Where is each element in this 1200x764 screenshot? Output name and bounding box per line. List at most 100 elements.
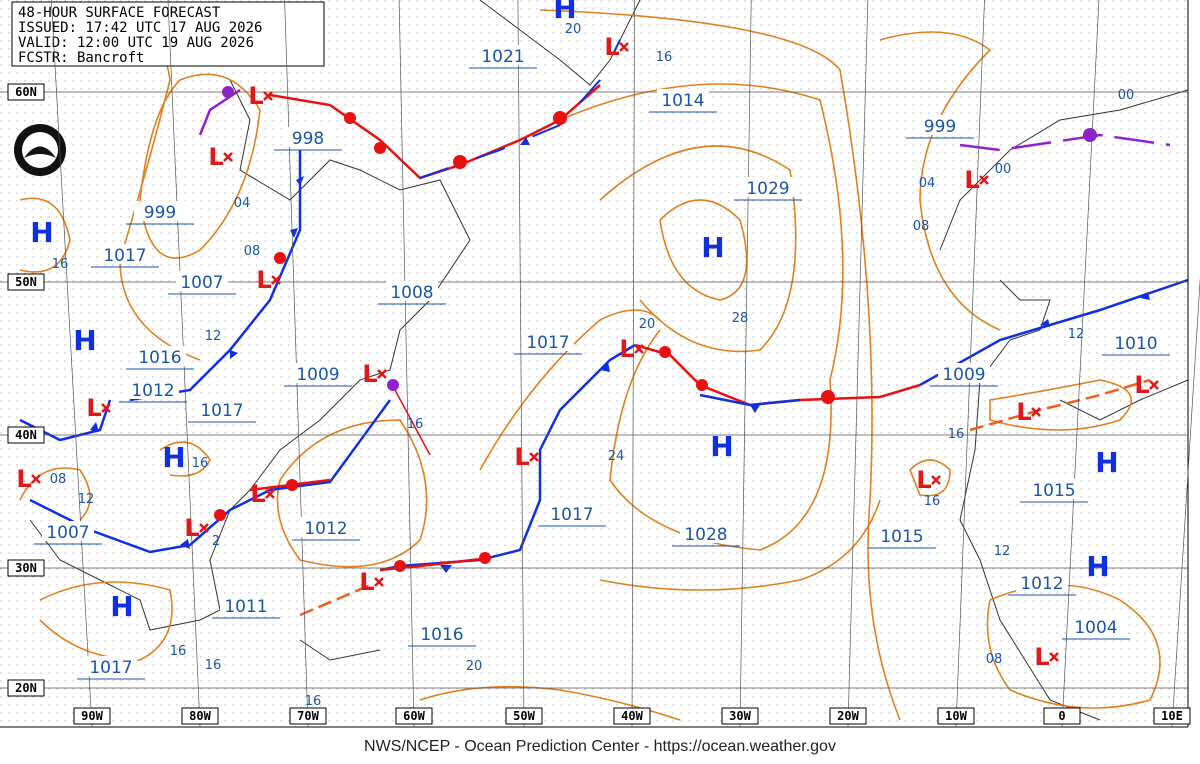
pressure-label: 1017 — [200, 401, 243, 421]
pressure-label: 1017 — [89, 658, 132, 678]
pressure-label: 1010 — [1114, 334, 1157, 354]
pressure-label: 1004 — [1074, 618, 1117, 638]
pressure-label: 998 — [292, 129, 324, 149]
isobar-label: 00 — [995, 162, 1012, 177]
high-center: H — [73, 324, 96, 357]
pressure-label: 1015 — [880, 527, 923, 547]
lon-label-box — [289, 707, 327, 725]
grid-line — [1171, 276, 1200, 728]
high-center: H — [110, 590, 133, 623]
pressure-label: 1021 — [481, 47, 524, 67]
isobar-label: 16 — [924, 494, 941, 509]
pressure-label-bg — [546, 503, 598, 523]
low-marker — [1149, 380, 1159, 390]
pressure-label: 1014 — [661, 91, 704, 111]
pressure-label: 1007 — [46, 523, 89, 543]
low-marker — [374, 577, 384, 587]
low-marker — [1031, 407, 1041, 417]
low-center: L — [250, 480, 265, 508]
pressure-label: 1012 — [1020, 574, 1063, 594]
pressure-label-bg — [196, 399, 248, 419]
pressure-label: 1016 — [420, 625, 463, 645]
lon-label: 50W — [513, 709, 535, 723]
isobar-label: 20 — [639, 317, 656, 332]
isobar-label: 2 — [212, 534, 220, 549]
lon-label: 40W — [621, 709, 643, 723]
lon-label: 10E — [1161, 709, 1183, 723]
isobar-label: 16 — [656, 50, 673, 65]
lon-label-box — [395, 707, 433, 725]
low-marker — [263, 91, 273, 101]
isobar-label: 08 — [913, 219, 930, 234]
low-center: L — [964, 166, 979, 194]
grid-line — [398, 0, 415, 728]
pressure-label-bg — [134, 346, 186, 366]
isobar-label: 16 — [170, 644, 187, 659]
isobar-label: 20 — [565, 22, 582, 37]
isobar-label: 12 — [205, 329, 222, 344]
pressure-label: 1011 — [224, 597, 267, 617]
low-marker — [223, 152, 233, 162]
pressure-label-bg — [386, 281, 438, 301]
header-line: 48-HOUR SURFACE FORECAST — [18, 5, 221, 21]
low-center: L — [248, 82, 263, 110]
pressure-label-bg — [657, 89, 709, 109]
lat-label: 50N — [15, 275, 37, 289]
isobar-label: 28 — [732, 311, 749, 326]
coastlines — [29, 0, 1189, 721]
lat-label-box — [7, 679, 45, 697]
low-center: L — [16, 465, 31, 493]
low-center: L — [514, 443, 529, 471]
high-center: H — [30, 216, 53, 249]
low-center: L — [208, 143, 223, 171]
isobar-label: 12 — [78, 492, 95, 507]
low-center: L — [184, 514, 199, 542]
isobar-label: 04 — [919, 176, 936, 191]
grid-line — [631, 0, 635, 728]
high-center: H — [1086, 550, 1109, 583]
pressure-label-bg — [42, 521, 94, 541]
low-marker — [265, 489, 275, 499]
lat-label-box — [7, 83, 45, 101]
low-center: L — [619, 335, 634, 363]
low-center: L — [362, 360, 377, 388]
lat-label-box — [7, 559, 45, 577]
pressure-label: 1009 — [296, 365, 339, 385]
isobar-label: 08 — [986, 652, 1003, 667]
lon-label-box — [505, 707, 543, 725]
pressure-label-bg — [680, 523, 732, 543]
lat-label: 40N — [15, 428, 37, 442]
low-marker — [634, 344, 644, 354]
lon-label: 0 — [1058, 709, 1065, 723]
pressure-label-bg — [876, 525, 928, 545]
low-center: L — [1016, 398, 1031, 426]
low-marker — [101, 403, 111, 413]
grid-line — [847, 0, 869, 728]
isobar-label: 08 — [244, 244, 261, 259]
lat-label: 60N — [15, 85, 37, 99]
low-center: L — [1134, 371, 1149, 399]
pressure-label-bg — [938, 363, 990, 383]
lon-label: 10W — [945, 709, 967, 723]
pressure-label-bg — [300, 517, 352, 537]
pressure-label-bg — [282, 127, 334, 147]
pressure-label: 999 — [924, 117, 956, 137]
pressure-label-bg — [176, 271, 228, 291]
lon-label: 80W — [189, 709, 211, 723]
pressure-label-bg — [220, 595, 272, 615]
lon-label: 20W — [837, 709, 859, 723]
low-marker — [271, 275, 281, 285]
low-marker — [931, 475, 941, 485]
isobar-label: 16 — [948, 427, 965, 442]
lon-label: 90W — [81, 709, 103, 723]
isobar-label: 12 — [994, 544, 1011, 559]
grid-line — [1061, 0, 1100, 728]
low-marker — [529, 452, 539, 462]
pressure-label: 1028 — [684, 525, 727, 545]
pressure-label: 1012 — [131, 381, 174, 401]
isobar-label: 16 — [305, 694, 322, 709]
lon-label: 70W — [297, 709, 319, 723]
isobar-label: 24 — [608, 449, 625, 464]
isobar-label: 12 — [1068, 327, 1085, 342]
